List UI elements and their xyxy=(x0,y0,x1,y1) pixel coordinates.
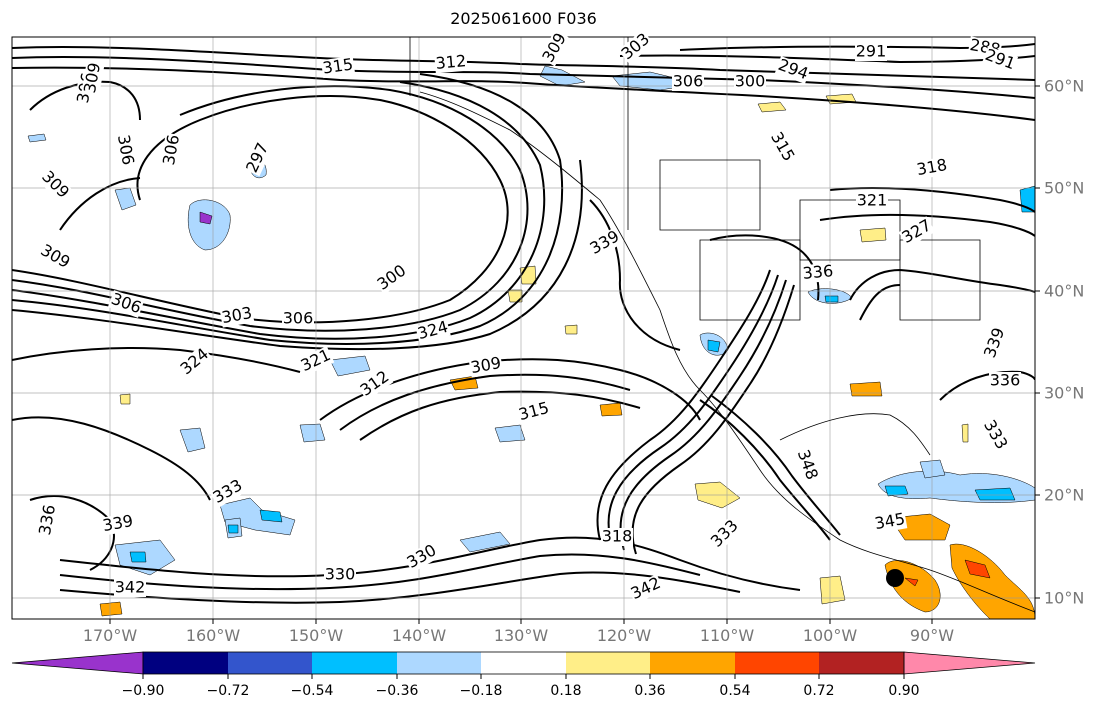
contour-label-bg xyxy=(734,73,766,91)
contour-label: 342 xyxy=(115,578,146,597)
lat-label-20n: 20°N xyxy=(1044,485,1085,505)
contour-label-bg xyxy=(989,372,1021,390)
contour-label: 306 xyxy=(283,309,314,328)
lon-label-170w: 170°W xyxy=(82,626,138,645)
lon-label-160w: 160°W xyxy=(185,626,241,645)
contour-label-bg xyxy=(516,399,552,425)
contour-label-bg xyxy=(37,167,73,203)
contour-label-bg xyxy=(36,241,74,273)
contour-label-bg xyxy=(434,52,468,74)
contour-label-bg xyxy=(981,324,1009,362)
contour-label-bg xyxy=(81,60,105,96)
tick-marks xyxy=(109,85,1040,624)
contour-label: 312 xyxy=(435,51,467,73)
isentrope-contours xyxy=(12,43,1035,604)
lat-label-60n: 60°N xyxy=(1044,76,1085,96)
contour-label-bg xyxy=(872,510,908,534)
lon-label-100w: 100°W xyxy=(802,626,858,645)
contour-label-bg xyxy=(219,304,255,328)
colorbar-tick-label: −0.18 xyxy=(459,683,503,699)
lon-label-120w: 120°W xyxy=(596,626,652,645)
contour-label-bg xyxy=(617,29,655,65)
contour-label-bg xyxy=(856,192,888,210)
contour-label-bg xyxy=(898,216,936,248)
colorbar-tick-label: −0.36 xyxy=(375,683,419,699)
lat-label-50n: 50°N xyxy=(1044,178,1085,198)
contour-label-bg xyxy=(468,354,504,378)
colorbar-tick-label: 0.36 xyxy=(634,683,666,699)
contour-label-bg xyxy=(282,310,314,328)
contour-label-bg xyxy=(415,318,451,344)
contour-label-bg xyxy=(793,446,821,484)
contour-label-bg xyxy=(209,476,247,508)
contour-label-bg xyxy=(356,367,394,401)
contour-label-bg xyxy=(107,290,145,318)
lon-label-140w: 140°W xyxy=(391,626,447,645)
map-field xyxy=(12,37,1035,619)
contour-label: 306 xyxy=(673,72,704,91)
contour-label: 330 xyxy=(325,565,356,584)
graticule xyxy=(12,37,1035,619)
contour-label-bg xyxy=(914,156,950,180)
contour-label-bg xyxy=(297,346,335,376)
contour-label-bg xyxy=(176,344,214,380)
contour-label-bg xyxy=(160,132,184,168)
colorbar-tick-label: −0.90 xyxy=(121,683,165,699)
contour-label-bg xyxy=(855,43,887,61)
colorbar-tick-label: −0.72 xyxy=(206,683,250,699)
lat-label-10n: 10°N xyxy=(1044,588,1085,608)
lat-label-40n: 40°N xyxy=(1044,281,1085,301)
contour-label-bg xyxy=(774,56,812,84)
contour-label-bg xyxy=(373,261,411,295)
contour-label-bg xyxy=(627,574,665,604)
contour-labels: 3153123093033063002942912882913063093063… xyxy=(35,29,1021,604)
contour-label-bg xyxy=(403,541,441,573)
contour-label: 315 xyxy=(321,54,354,77)
lat-label-30n: 30°N xyxy=(1044,383,1085,403)
contour-label-bg xyxy=(707,516,743,552)
contour-label-bg xyxy=(36,502,60,538)
contour-label: 336 xyxy=(802,261,834,283)
contour-label-bg xyxy=(981,46,1019,74)
contour-label-bg xyxy=(586,227,624,259)
map-title: 2025061600 F036 xyxy=(450,9,597,28)
contour-label-bg xyxy=(601,528,633,546)
contour-label: 300 xyxy=(735,72,766,91)
lon-label-150w: 150°W xyxy=(288,626,344,645)
contour-label-bg xyxy=(243,139,273,177)
marker-dot xyxy=(886,569,904,587)
lon-label-130w: 130°W xyxy=(493,626,549,645)
contour-label-bg xyxy=(672,73,704,91)
lon-label-110w: 110°W xyxy=(699,626,755,645)
colorbar-tick-label: 0.54 xyxy=(719,683,751,699)
contour-label-bg xyxy=(539,29,571,67)
colorbar-tick-label: 0.18 xyxy=(550,683,582,699)
contour-label-bg xyxy=(113,132,137,168)
colorbar-tick-label: 0.72 xyxy=(803,683,835,699)
contour-label: 291 xyxy=(856,42,887,61)
lon-label-90w: 90°W xyxy=(909,626,955,645)
contour-label-bg xyxy=(801,262,835,284)
contour-label: 318 xyxy=(602,527,633,546)
contour-label: 336 xyxy=(990,371,1021,390)
contour-label-bg xyxy=(979,416,1011,454)
plot-frame xyxy=(11,36,1036,620)
colorbar-tick-label: 0.90 xyxy=(888,683,920,699)
contour-label-bg xyxy=(114,579,146,597)
contour-label-bg xyxy=(100,512,136,536)
contour-label: 321 xyxy=(857,191,888,210)
contour-label-bg xyxy=(324,566,356,584)
colorbar-tick-label: −0.54 xyxy=(290,683,334,699)
contour-label-bg xyxy=(766,128,798,166)
contour-label-bg xyxy=(320,55,356,79)
